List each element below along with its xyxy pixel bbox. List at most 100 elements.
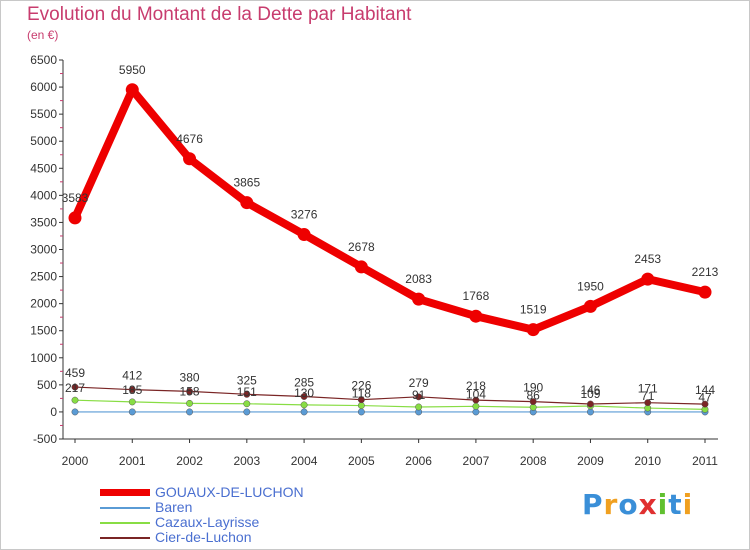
data-label: 71 — [641, 389, 655, 403]
data-point — [354, 260, 368, 274]
data-point — [357, 402, 365, 409]
data-point — [71, 408, 79, 416]
data-point — [240, 196, 254, 210]
data-label: 3276 — [291, 208, 318, 222]
y-tick-label: 3500 — [30, 215, 57, 229]
legend-swatch-cier — [100, 536, 150, 539]
y-tick-label: 0 — [50, 405, 57, 419]
legend-item: Cier-de-Luchon — [100, 530, 304, 545]
data-point — [415, 393, 423, 401]
legend: GOUAUX-DE-LUCHON Baren Cazaux-Layrisse C… — [100, 485, 304, 545]
logo-letter: r — [603, 488, 619, 521]
data-point — [125, 83, 139, 97]
data-label: 459 — [65, 366, 85, 380]
data-point — [412, 292, 426, 306]
data-point — [587, 408, 594, 416]
data-point — [186, 408, 193, 416]
x-tick-label: 2008 — [520, 454, 547, 468]
series-line — [74, 386, 706, 405]
data-label: 279 — [409, 376, 429, 390]
data-point — [186, 399, 193, 407]
data-label: 2083 — [405, 272, 432, 286]
data-label: 412 — [122, 369, 142, 383]
proxiti-logo: Proxiti — [582, 488, 693, 521]
y-tick-label: -500 — [33, 432, 57, 446]
data-label: 218 — [466, 379, 486, 393]
x-tick-label: 2002 — [176, 454, 203, 468]
series-line — [74, 399, 706, 410]
series-line — [71, 85, 709, 334]
y-tick-label: 6000 — [30, 80, 57, 94]
legend-swatch-cazaux — [100, 521, 150, 524]
data-label: 325 — [237, 373, 257, 387]
data-label: 226 — [351, 379, 371, 393]
data-label: 86 — [527, 388, 541, 402]
x-tick-label: 2001 — [119, 454, 146, 468]
data-label: 91 — [412, 388, 426, 402]
data-label: 4676 — [176, 132, 203, 146]
legend-swatch-baren — [100, 506, 150, 509]
data-point — [297, 228, 311, 242]
x-tick-label: 2009 — [577, 454, 604, 468]
data-label: 171 — [638, 382, 658, 396]
data-label: 2453 — [634, 252, 661, 266]
data-point — [701, 400, 709, 408]
legend-label-cazaux: Cazaux-Layrisse — [155, 514, 260, 530]
data-point — [415, 403, 423, 411]
y-tick-label: 3000 — [30, 243, 57, 257]
data-label: 118 — [352, 387, 371, 401]
data-label: 1950 — [577, 279, 604, 293]
data-label: 47 — [698, 390, 712, 404]
data-label: 3865 — [233, 176, 260, 190]
y-tick-label: 2000 — [30, 297, 57, 311]
logo-letter: x — [638, 488, 658, 521]
x-tick-label: 2000 — [62, 454, 89, 468]
y-tick-label: 2500 — [30, 270, 57, 284]
data-point — [300, 393, 308, 400]
y-tick-label: 6500 — [30, 53, 57, 67]
data-point — [529, 398, 537, 406]
legend-swatch-gouaux — [100, 489, 150, 496]
chart-title: Evolution du Montant de la Dette par Hab… — [27, 4, 412, 25]
data-point — [357, 396, 365, 404]
data-label: 1768 — [463, 289, 490, 303]
y-tick-label: 1500 — [30, 324, 57, 338]
chart-subtitle: (en €) — [27, 28, 59, 42]
data-label: 285 — [294, 375, 314, 389]
data-point — [698, 285, 712, 299]
data-label: 185 — [122, 383, 142, 397]
y-tick-label: 4500 — [30, 161, 57, 175]
data-label: 2213 — [692, 265, 719, 279]
legend-label-baren: Baren — [155, 499, 193, 515]
data-point — [644, 399, 652, 407]
logo-letter: i — [657, 488, 669, 521]
logo-letter: t — [668, 488, 683, 521]
data-point — [243, 390, 251, 398]
data-label: 3583 — [62, 191, 89, 205]
data-label: 151 — [237, 385, 257, 399]
data-point — [469, 309, 483, 323]
x-tick-label: 2005 — [348, 454, 375, 468]
data-point — [128, 398, 136, 406]
x-tick-label: 2006 — [405, 454, 432, 468]
data-point — [71, 383, 79, 391]
data-point — [243, 400, 251, 408]
logo-letter: o — [618, 488, 639, 521]
data-point — [472, 396, 480, 404]
x-tick-label: 2003 — [233, 454, 260, 468]
data-label: 5950 — [119, 63, 146, 77]
y-tick-label: 1000 — [30, 351, 57, 365]
data-point — [641, 272, 655, 286]
legend-item: Baren — [100, 500, 304, 515]
legend-label-gouaux: GOUAUX-DE-LUCHON — [155, 484, 304, 500]
y-tick-label: 5000 — [30, 134, 57, 148]
data-point — [243, 408, 251, 416]
data-label: 146 — [580, 383, 600, 397]
data-point — [300, 401, 308, 409]
x-tick-label: 2010 — [634, 454, 661, 468]
data-point — [300, 408, 308, 416]
data-label: 104 — [466, 387, 486, 401]
x-tick-label: 2007 — [463, 454, 490, 468]
data-label: 217 — [65, 381, 85, 395]
